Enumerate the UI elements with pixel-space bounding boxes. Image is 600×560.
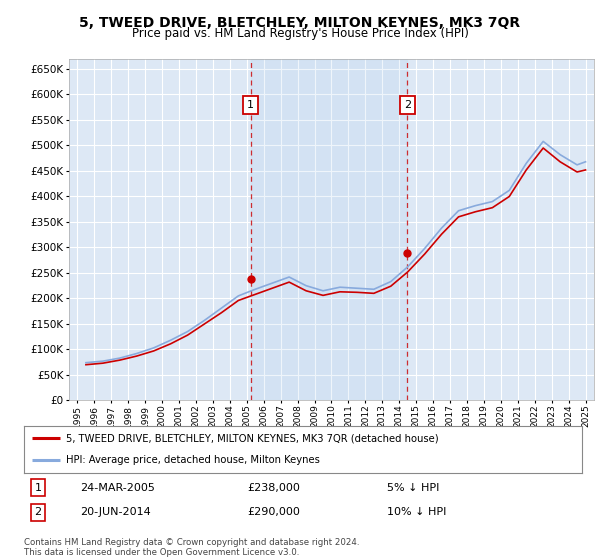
Text: 10% ↓ HPI: 10% ↓ HPI bbox=[387, 507, 446, 517]
Text: £290,000: £290,000 bbox=[247, 507, 300, 517]
Text: 2: 2 bbox=[404, 100, 411, 110]
Text: 1: 1 bbox=[247, 100, 254, 110]
Text: Contains HM Land Registry data © Crown copyright and database right 2024.
This d: Contains HM Land Registry data © Crown c… bbox=[24, 538, 359, 557]
Text: HPI: Average price, detached house, Milton Keynes: HPI: Average price, detached house, Milt… bbox=[66, 455, 320, 465]
Text: 5, TWEED DRIVE, BLETCHLEY, MILTON KEYNES, MK3 7QR: 5, TWEED DRIVE, BLETCHLEY, MILTON KEYNES… bbox=[79, 16, 521, 30]
Bar bbox=[251, 59, 407, 400]
Text: 20-JUN-2014: 20-JUN-2014 bbox=[80, 507, 151, 517]
Text: 5% ↓ HPI: 5% ↓ HPI bbox=[387, 483, 439, 493]
Text: £238,000: £238,000 bbox=[247, 483, 300, 493]
Text: Price paid vs. HM Land Registry's House Price Index (HPI): Price paid vs. HM Land Registry's House … bbox=[131, 27, 469, 40]
Text: 24-MAR-2005: 24-MAR-2005 bbox=[80, 483, 155, 493]
Text: 1: 1 bbox=[34, 483, 41, 493]
Text: 2: 2 bbox=[34, 507, 41, 517]
Text: 5, TWEED DRIVE, BLETCHLEY, MILTON KEYNES, MK3 7QR (detached house): 5, TWEED DRIVE, BLETCHLEY, MILTON KEYNES… bbox=[66, 433, 439, 444]
